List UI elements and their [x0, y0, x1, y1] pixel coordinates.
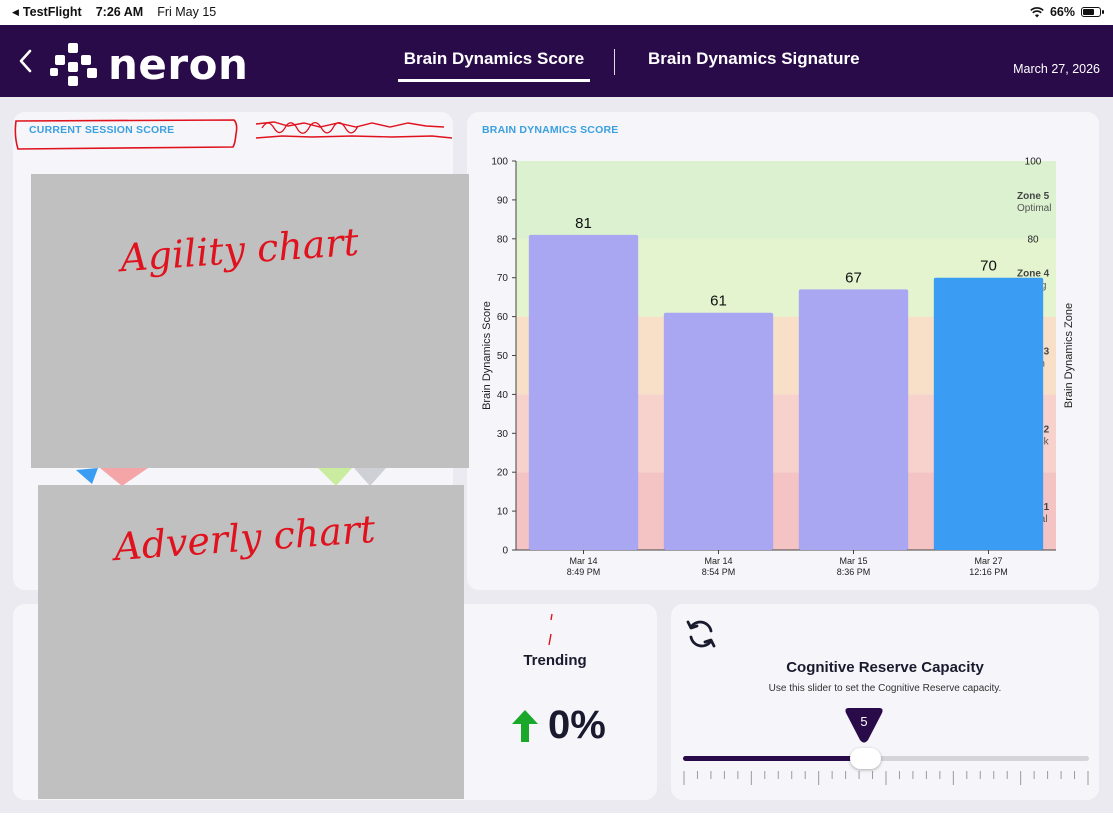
x-tick-time-1: 8:49 PM [567, 567, 601, 577]
logo-text: neron [108, 40, 249, 89]
slider-value: 5 [860, 714, 868, 729]
slider-value-bubble [845, 708, 883, 743]
y-tick-label: 20 [497, 468, 509, 479]
y-tick-label: 0 [502, 546, 508, 557]
trending-label: Trending [523, 652, 587, 669]
tab-brain-dynamics-score[interactable]: Brain Dynamics Score [398, 49, 590, 82]
battery-percent: 66% [1049, 5, 1075, 19]
y-tick-label: 50 [497, 351, 509, 362]
slider-thumb[interactable] [850, 748, 882, 769]
cognitive-reserve-card [671, 604, 1099, 800]
tab-divider [614, 49, 615, 75]
battery-icon [1081, 7, 1104, 17]
brain-dynamics-bar-chart: Zone 1CriticalZone 2At RiskZone 3WatchZo… [481, 157, 1075, 578]
y-tick-label: 100 [491, 157, 508, 168]
red-annotation-mark [548, 613, 553, 646]
x-tick-date-2: Mar 14 [704, 556, 732, 566]
current-session-score-title: CURRENT SESSION SCORE [29, 124, 175, 136]
bar-value-label-4: 70 [980, 258, 997, 275]
y-tick-label: 10 [497, 507, 509, 518]
zone-name-4: Zone 4 [1017, 269, 1050, 280]
zone-name-5: Zone 5 [1017, 191, 1050, 202]
status-bar: ◀ TestFlight 7:26 AM Fri May 15 66% [0, 0, 1113, 25]
slider-ticks [683, 771, 1089, 785]
x-tick-date-1: Mar 14 [569, 556, 597, 566]
battery-level [1083, 9, 1094, 15]
y-tick-label: 60 [497, 312, 509, 323]
tab-brain-dynamics-signature[interactable]: Brain Dynamics Signature [648, 49, 860, 68]
bar-value-label-1: 81 [575, 215, 592, 232]
y-tick-label: 90 [497, 195, 509, 206]
neron-logo-mark-icon [50, 42, 97, 86]
chart-title: BRAIN DYNAMICS SCORE [482, 124, 619, 136]
cognitive-reserve-title: Cognitive Reserve Capacity [786, 659, 984, 676]
bar-3 [798, 289, 909, 550]
cognitive-reserve-subtitle: Use this slider to set the Cognitive Res… [768, 683, 1002, 694]
x-tick-time-2: 8:54 PM [702, 567, 736, 577]
trending-value-group: 0% [510, 703, 606, 748]
trending-value: 0% [548, 703, 606, 747]
header-date: March 27, 2026 [1013, 62, 1100, 76]
x-tick-time-3: 8:36 PM [837, 567, 871, 577]
back-chevron-icon[interactable] [16, 47, 36, 75]
y-tick-label: 30 [497, 429, 509, 440]
app-header: neron Brain Dynamics Score Brain Dynamic… [0, 25, 1113, 97]
slider-fill [683, 756, 866, 761]
y2-tick-label: 100 [1025, 157, 1042, 168]
status-time: 7:26 AM [95, 5, 144, 19]
y2-axis-label: Brain Dynamics Zone [1063, 303, 1075, 408]
back-to-app-icon[interactable]: ◀ [12, 6, 19, 17]
bar-value-label-3: 67 [845, 269, 862, 286]
zone-band-5 [516, 161, 1056, 239]
status-date: Fri May 15 [157, 5, 217, 19]
bottom-bar [0, 813, 1113, 833]
bar-value-label-2: 61 [710, 293, 727, 310]
bar-2 [663, 312, 774, 550]
redacted-agility-chart [31, 174, 469, 468]
refresh-icon[interactable] [684, 617, 718, 651]
bar-4 [933, 277, 1044, 550]
zone-label-5: Optimal [1017, 203, 1051, 214]
neron-logo: neron [50, 40, 248, 89]
bar-1 [528, 234, 639, 550]
x-tick-date-3: Mar 15 [839, 556, 867, 566]
trend-up-arrow-icon [512, 709, 538, 742]
y-tick-label: 40 [497, 390, 509, 401]
back-to-app-label[interactable]: TestFlight [22, 5, 82, 19]
y-axis-label: Brain Dynamics Score [481, 301, 493, 410]
y-tick-label: 80 [497, 234, 509, 245]
y-tick-label: 70 [497, 273, 509, 284]
y2-tick-label: 80 [1027, 234, 1039, 245]
x-tick-date-4: Mar 27 [974, 556, 1002, 566]
slider-track[interactable] [683, 756, 1089, 761]
redacted-adverly-chart [38, 485, 464, 799]
gauge-peek [76, 468, 386, 486]
x-tick-time-4: 12:16 PM [969, 567, 1008, 577]
wifi-icon [1030, 6, 1044, 17]
